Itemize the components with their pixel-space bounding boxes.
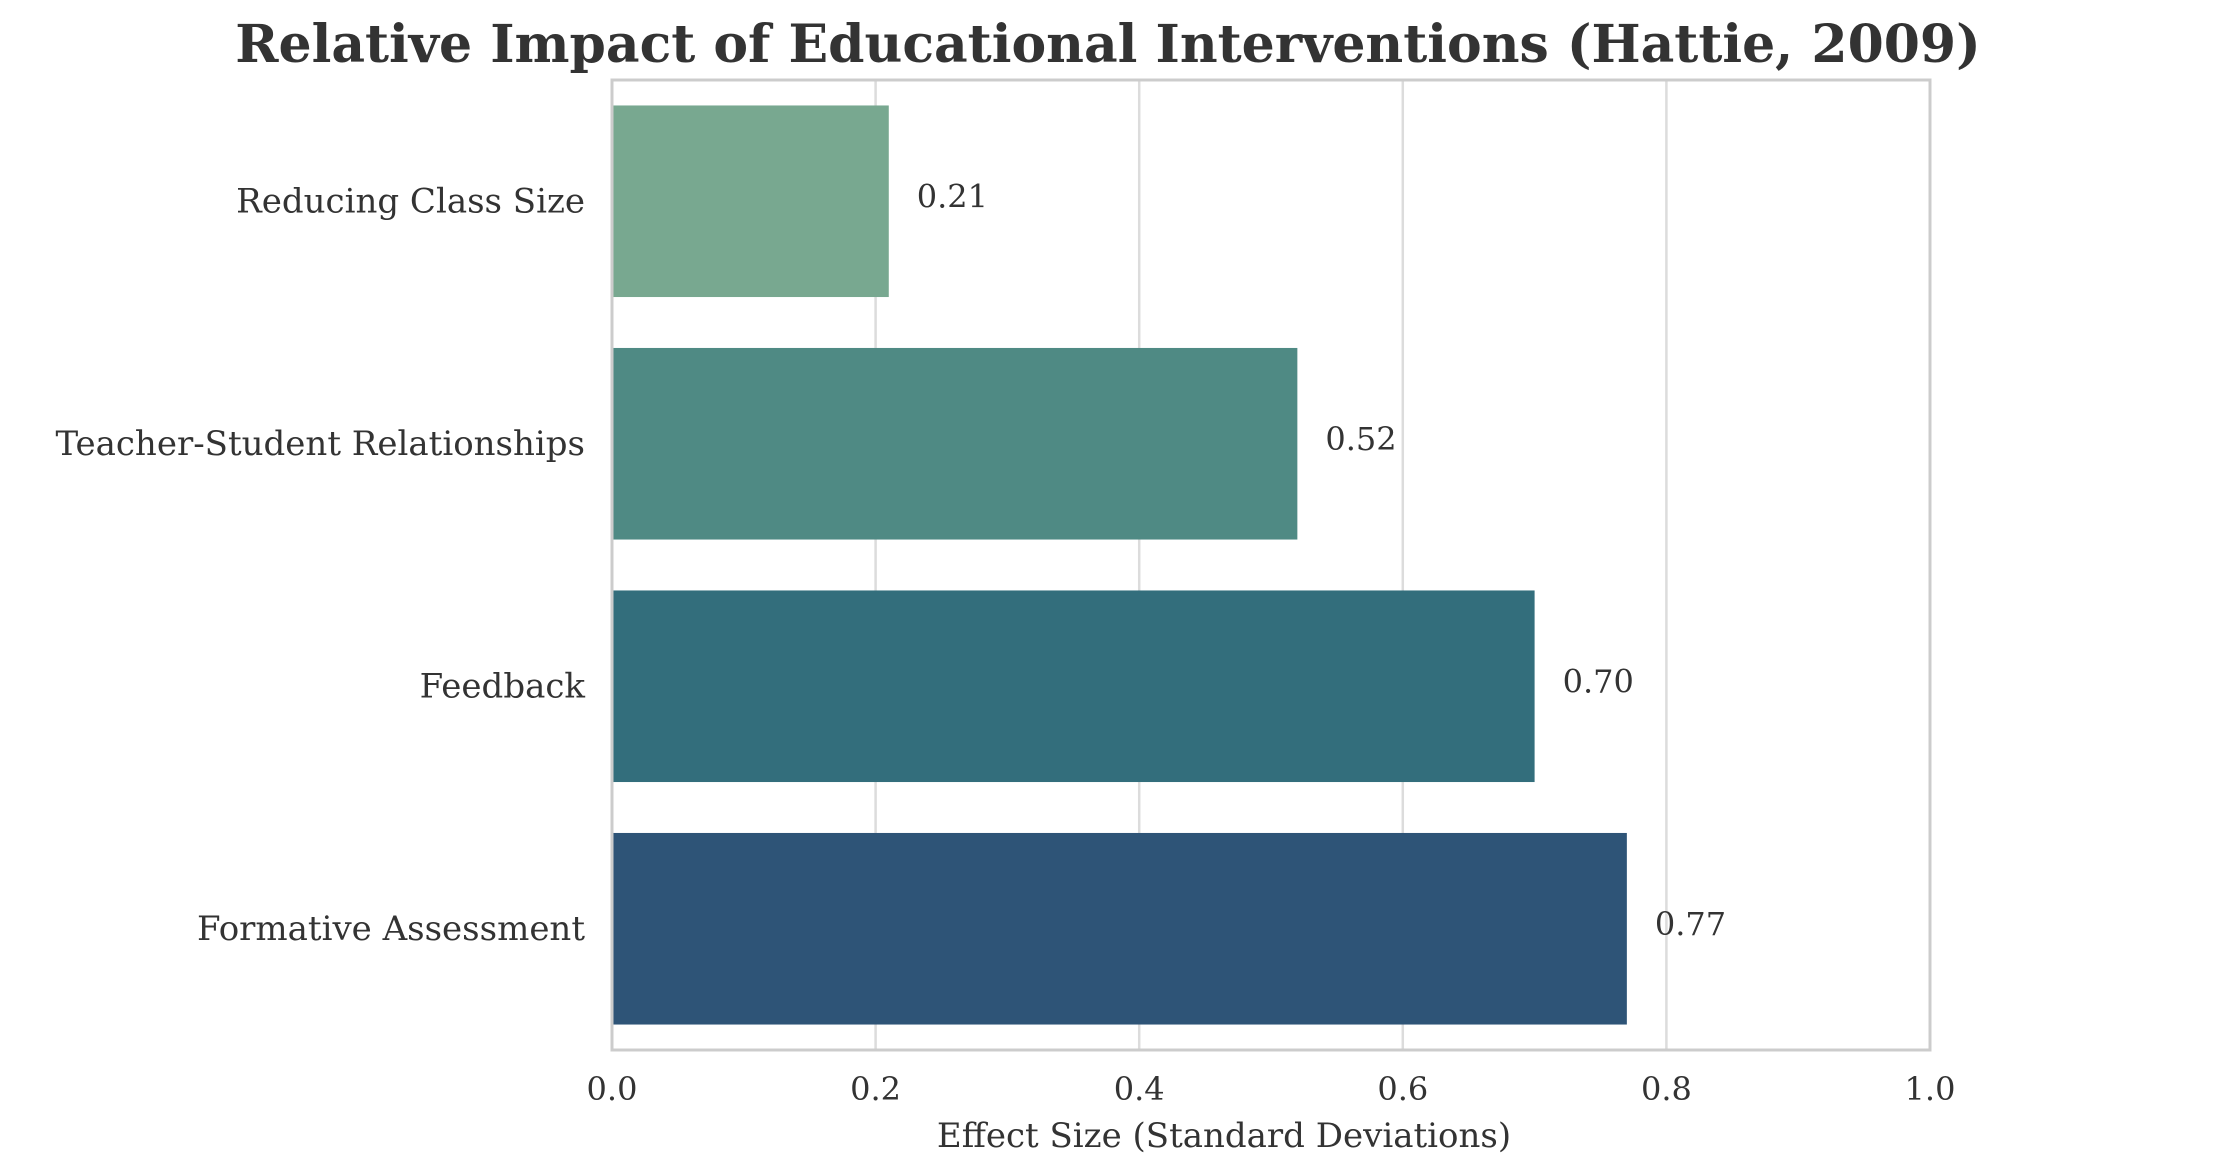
x-tick-label: 0.0 xyxy=(587,1070,638,1108)
value-labels: 0.21 0.52 0.70 0.77 xyxy=(917,177,1726,943)
x-tick-label: 0.2 xyxy=(850,1070,901,1108)
bar xyxy=(612,832,1627,1025)
category-labels: Reducing Class Size Teacher-Student Relat… xyxy=(55,181,585,949)
bar xyxy=(612,590,1535,783)
category-label: Reducing Class Size xyxy=(236,181,585,221)
bar xyxy=(612,105,889,298)
x-tick-label: 0.4 xyxy=(1114,1070,1165,1108)
category-label: Teacher-Student Relationships xyxy=(55,424,585,464)
x-tick-label: 1.0 xyxy=(1905,1070,1956,1108)
plot-frame xyxy=(610,78,1932,1052)
value-label: 0.70 xyxy=(1563,662,1634,700)
value-label: 0.21 xyxy=(917,177,988,215)
category-label: Formative Assessment xyxy=(197,909,585,949)
x-tick-label: 0.8 xyxy=(1641,1070,1692,1108)
bar xyxy=(612,347,1298,540)
x-tick-label: 0.6 xyxy=(1377,1070,1428,1108)
x-axis-label: Effect Size (Standard Deviations) xyxy=(937,1116,1511,1156)
bars xyxy=(612,105,1627,1025)
value-label: 0.77 xyxy=(1655,905,1726,943)
chart-title: Relative Impact of Educational Intervent… xyxy=(235,14,1980,75)
value-label: 0.52 xyxy=(1325,420,1396,458)
category-label: Feedback xyxy=(420,666,586,706)
x-tick-labels: 0.0 0.2 0.4 0.6 0.8 1.0 xyxy=(587,1070,1956,1108)
